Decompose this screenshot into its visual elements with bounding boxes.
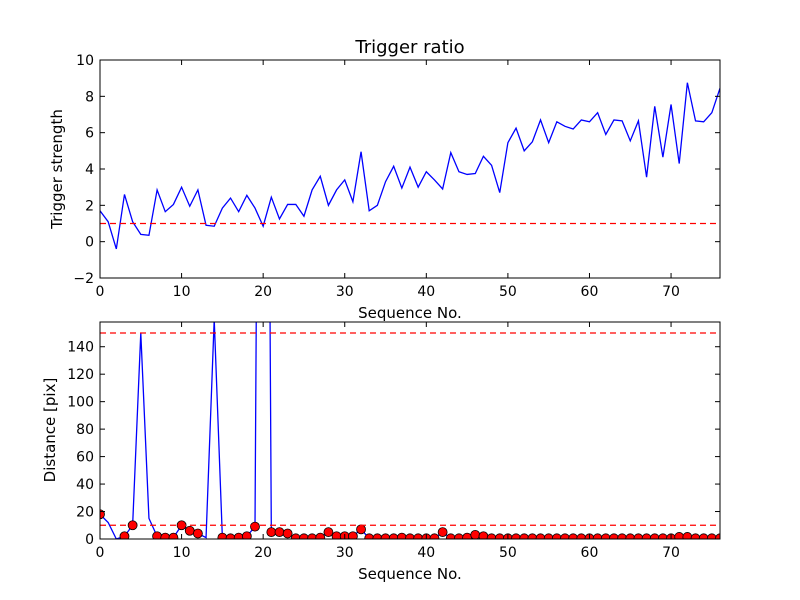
trigger-ratio-x-tick-label: 10	[173, 284, 191, 300]
trigger-ratio-x-tick-label: 70	[662, 284, 680, 300]
trigger-ratio-y-tick-label: 10	[76, 53, 94, 69]
distance-y-tick-label: 20	[76, 505, 94, 521]
distance-marker-point	[282, 528, 293, 539]
distance-marker-point	[250, 521, 260, 532]
trigger-ratio-x-tick-label: 30	[336, 284, 354, 300]
distance-x-tick-label: 10	[173, 545, 191, 561]
distance-y-tick-label: 0	[85, 532, 94, 548]
distance-y-tick-label: 140	[67, 340, 94, 356]
distance-ticks: 0 10 20 30 40 50 60 70 0 20 40 60 80 100 120 140	[67, 322, 720, 561]
distance-marker-point	[715, 533, 720, 539]
distance-chart: 0 10 20 30 40 50 60 70 0 20 40 60 80 100 120 140 Sequen…	[41, 321, 721, 583]
distance-marker-point	[356, 524, 366, 535]
distance-y-tick-label: 120	[67, 367, 94, 383]
distance-marker-point	[470, 529, 481, 539]
distance-x-tick-label: 70	[662, 545, 680, 561]
trigger-ratio-title: Trigger ratio	[354, 37, 464, 58]
distance-x-tick-label: 60	[581, 545, 599, 561]
distance-x-tick-label: 20	[254, 545, 272, 561]
distance-marker-point	[119, 531, 130, 539]
trigger-ratio-x-tick-label: 0	[96, 284, 105, 300]
distance-y-tick-label: 80	[76, 422, 94, 438]
trigger-ratio-y-tick-label: 0	[85, 235, 94, 251]
distance-y-tick-label: 60	[76, 450, 94, 466]
trigger-ratio-xlabel: Sequence No.	[358, 304, 462, 322]
trigger-ratio-ylabel: Trigger strength	[48, 109, 66, 230]
trigger-ratio-x-tick-label: 50	[499, 284, 517, 300]
distance-marker-point	[347, 531, 358, 539]
distance-marker-point	[266, 527, 277, 538]
distance-plot-area	[100, 322, 720, 539]
distance-xlabel: Sequence No.	[358, 565, 462, 583]
distance-marker-point	[168, 532, 179, 539]
distance-marker-point	[315, 532, 326, 539]
trigger-ratio-x-tick-label: 60	[581, 284, 599, 300]
distance-x-tick-label: 40	[417, 545, 435, 561]
distance-x-tick-label: 50	[499, 545, 517, 561]
distance-y-tick-label: 100	[67, 395, 94, 411]
distance-marker-point	[192, 528, 203, 539]
distance-ylabel: Distance [pix]	[41, 378, 59, 483]
trigger-ratio-plot-area	[100, 82, 720, 250]
distance-marker-point	[429, 533, 440, 539]
distance-marker-point	[323, 527, 334, 538]
trigger-ratio-series-line	[100, 82, 720, 250]
trigger-ratio-y-tick-label: 4	[85, 162, 94, 178]
distance-marker-point	[274, 527, 285, 538]
distance-axes-frame	[99, 321, 721, 540]
distance-x-tick-label: 0	[96, 545, 105, 561]
distance-y-tick-label: 40	[76, 477, 94, 493]
trigger-ratio-y-tick-label: −2	[73, 271, 94, 287]
distance-marker-point	[241, 531, 252, 539]
trigger-ratio-x-tick-label: 40	[417, 284, 435, 300]
distance-marker-point	[437, 527, 448, 538]
distance-x-tick-label: 30	[336, 545, 354, 561]
trigger-ratio-y-tick-label: 2	[85, 198, 94, 214]
trigger-ratio-y-tick-label: 8	[85, 89, 94, 105]
trigger-ratio-x-tick-label: 20	[254, 284, 272, 300]
trigger-ratio-y-tick-label: 6	[85, 126, 94, 142]
distance-marker-point	[184, 525, 195, 536]
